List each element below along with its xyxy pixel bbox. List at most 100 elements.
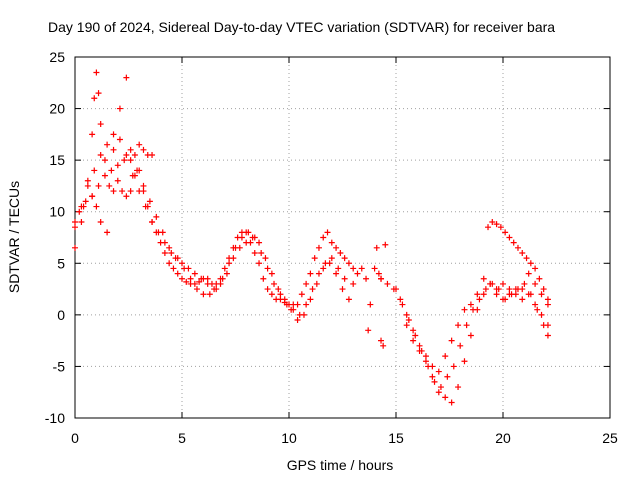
data-point: [116, 105, 123, 112]
data-point: [341, 275, 348, 282]
data-point: [119, 188, 126, 195]
data-point: [399, 301, 406, 308]
data-point: [532, 280, 539, 287]
data-point: [350, 280, 357, 287]
data-point: [544, 301, 551, 308]
data-point: [540, 286, 547, 293]
data-point: [221, 265, 228, 272]
data-point: [467, 301, 474, 308]
data-point: [375, 270, 382, 277]
data-point: [457, 342, 464, 349]
y-tick-label: -5: [53, 358, 66, 374]
data-point: [110, 188, 117, 195]
data-point: [544, 296, 551, 303]
data-point: [72, 244, 78, 251]
data-point: [89, 131, 96, 138]
data-point: [320, 234, 327, 241]
data-point: [110, 131, 117, 138]
data-point: [230, 255, 237, 262]
data-point: [493, 291, 500, 298]
data-point: [365, 327, 372, 334]
data-point: [461, 306, 468, 313]
data-point: [442, 353, 449, 360]
data-point: [193, 286, 200, 293]
data-point: [211, 286, 218, 293]
data-point: [183, 278, 190, 285]
y-axis-label: SDTVAR / TECUs: [6, 181, 22, 293]
data-point: [333, 244, 340, 251]
data-point: [345, 296, 352, 303]
data-point: [403, 322, 410, 329]
series-group: [72, 74, 156, 236]
data-point: [363, 275, 370, 282]
data-point: [502, 229, 509, 236]
data-point: [258, 249, 265, 256]
data-point: [159, 229, 166, 236]
data-point: [226, 260, 233, 267]
data-point: [134, 167, 141, 174]
data-point: [223, 270, 230, 277]
data-point: [142, 203, 149, 210]
data-point: [123, 74, 130, 81]
data-point: [500, 280, 506, 287]
y-tick-label: 15: [49, 152, 65, 168]
data-point: [538, 291, 545, 298]
data-point: [149, 151, 156, 158]
data-point: [307, 296, 314, 303]
data-point: [328, 255, 335, 262]
data-point: [422, 358, 429, 365]
x-tick-label: 20: [495, 430, 511, 446]
y-tick-label: 20: [49, 101, 65, 117]
data-point: [140, 146, 147, 153]
grid: [75, 57, 610, 418]
data-point: [288, 306, 295, 313]
data-point: [104, 141, 111, 148]
data-point: [393, 286, 399, 293]
data-point: [412, 332, 419, 339]
data-point: [172, 255, 179, 262]
x-tick-label: 5: [178, 430, 186, 446]
data-point: [350, 265, 357, 272]
data-point: [294, 317, 301, 324]
data-point: [217, 280, 224, 287]
data-point: [260, 275, 267, 282]
data-point: [382, 241, 389, 248]
data-point: [283, 301, 290, 308]
series-group: [485, 219, 551, 303]
y-tick-label: 5: [57, 255, 65, 271]
axis-ticks: 0 5 10 15 20 25 -10 -5 0 5 10 15 20 25: [45, 49, 618, 446]
data-point: [450, 363, 457, 370]
y-tick-label: 25: [49, 49, 65, 65]
x-tick-label: 25: [602, 430, 618, 446]
data-point: [328, 239, 335, 246]
data-point: [367, 301, 374, 308]
data-point: [378, 275, 385, 282]
data-point: [271, 280, 278, 287]
y-tick-label: 10: [49, 204, 65, 220]
data-point: [78, 219, 85, 226]
data-point: [268, 270, 275, 277]
data-point: [243, 239, 250, 246]
data-point: [153, 213, 160, 220]
data-point: [264, 265, 271, 272]
data-point: [487, 280, 494, 287]
data-point: [307, 270, 314, 277]
data-point: [264, 286, 271, 293]
data-point: [315, 270, 322, 277]
data-point: [219, 275, 226, 282]
data-point: [204, 280, 211, 287]
data-point: [191, 270, 198, 277]
data-point: [311, 255, 318, 262]
data-point: [532, 301, 539, 308]
data-point: [521, 280, 528, 287]
data-point: [82, 198, 89, 205]
data-point: [136, 141, 143, 148]
data-point: [309, 286, 316, 293]
data-point: [525, 270, 532, 277]
data-point: [480, 291, 487, 298]
data-point: [97, 219, 104, 226]
data-point: [489, 219, 496, 226]
data-point: [455, 384, 462, 391]
data-points: [72, 69, 551, 406]
data-point: [455, 322, 462, 329]
